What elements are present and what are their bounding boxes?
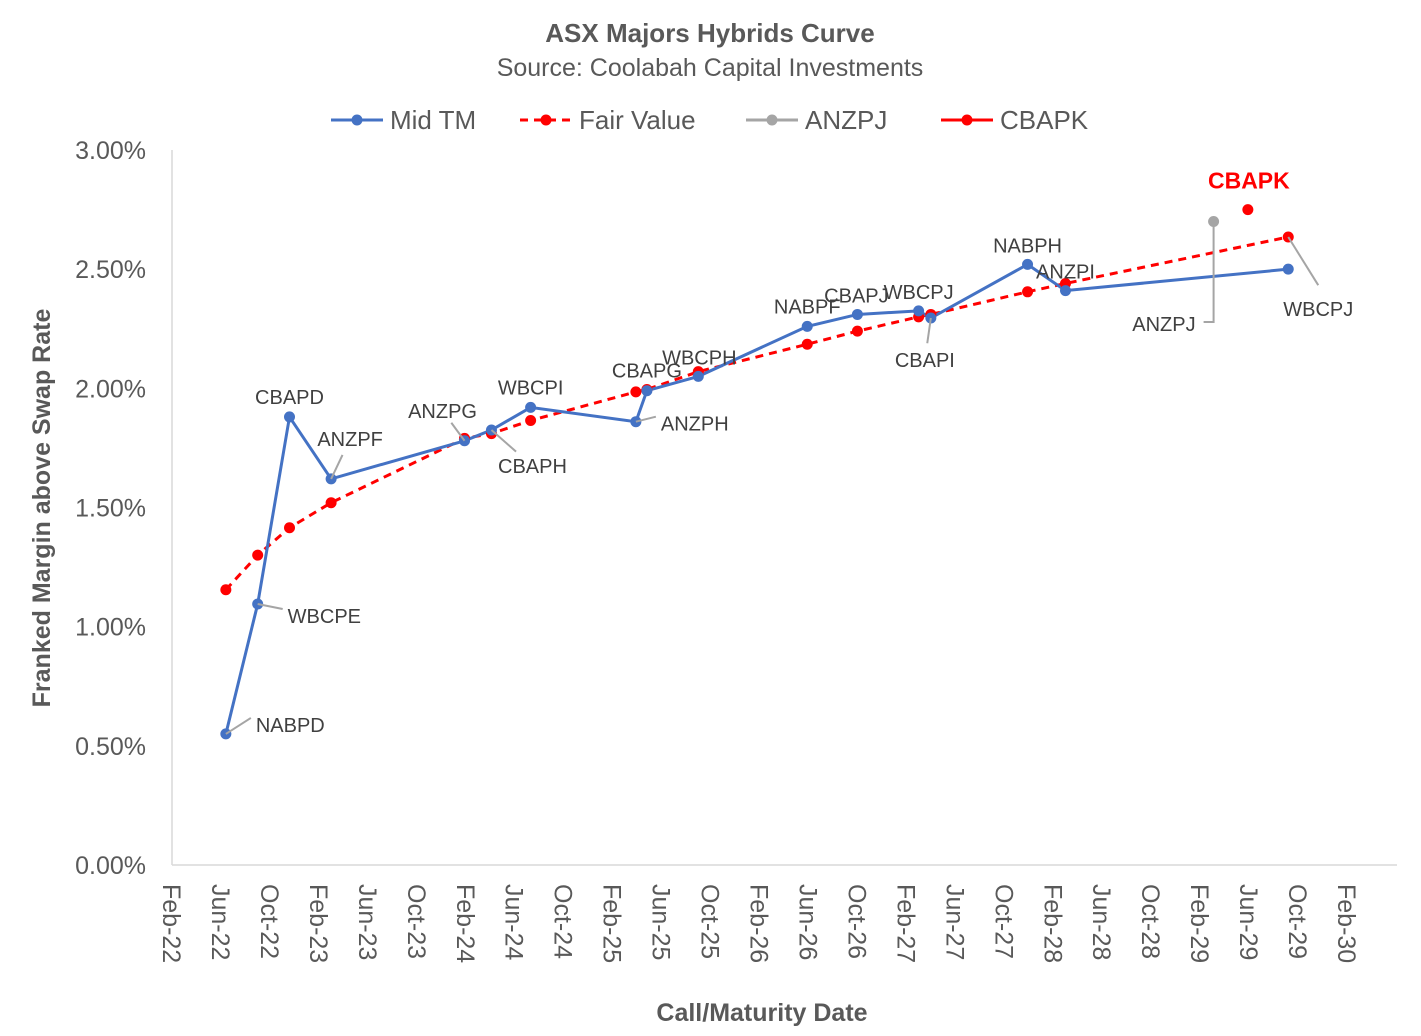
x-tick-label: Feb-29: [1185, 884, 1213, 963]
x-tick-label: Jun-22: [206, 884, 234, 960]
mid-tm-point: [284, 411, 295, 423]
legend-label: ANZPJ: [805, 105, 887, 135]
x-tick-label: Jun-26: [793, 884, 821, 960]
fair-value-point: [801, 338, 813, 350]
fair-value-point: [325, 497, 337, 509]
x-tick-label: Oct-25: [696, 884, 724, 959]
point-label: ANZPG: [408, 401, 477, 423]
x-tick-label: Jun-28: [1087, 884, 1115, 960]
y-tick-label: 2.50%: [75, 256, 146, 284]
y-axis-title: Franked Margin above Swap Rate: [28, 309, 56, 708]
x-tick-label: Jun-27: [940, 884, 968, 960]
y-tick-label: 0.50%: [75, 733, 146, 761]
legend-label: Fair Value: [579, 105, 696, 135]
x-tick-label: Feb-25: [598, 884, 626, 963]
label-leader-line: [1203, 221, 1215, 323]
x-tick-label: Feb-28: [1038, 884, 1066, 963]
x-tick-label: Oct-28: [1136, 884, 1164, 959]
fair-value-point: [284, 522, 295, 534]
mid-tm-point: [801, 320, 813, 332]
legend-swatch-marker: [766, 114, 778, 126]
x-tick-label: Feb-30: [1332, 884, 1360, 963]
fair-value-point: [851, 325, 863, 337]
x-tick-label: Jun-29: [1234, 884, 1262, 960]
fair-value-line: [224, 235, 1289, 591]
point-label: WBCPH: [662, 347, 736, 369]
x-tick-label: Jun-25: [647, 884, 675, 960]
y-tick-label: 0.00%: [75, 852, 146, 880]
mid-tm-point: [1282, 263, 1294, 275]
x-tick-label: Oct-26: [842, 884, 870, 959]
fair-value-point: [630, 386, 642, 398]
point-label: CBAPD: [255, 387, 324, 409]
x-axis-title: Call/Maturity Date: [656, 999, 867, 1027]
point-label: CBAPJ: [824, 285, 888, 307]
label-leader-line: [490, 429, 517, 453]
point-label: WBCPJ: [1283, 299, 1353, 321]
cbapk-point: [1242, 204, 1254, 216]
x-tick-label: Feb-27: [891, 884, 919, 963]
point-label: CBAPI: [895, 350, 955, 372]
y-tick-label: 1.00%: [75, 614, 146, 642]
fair-value-point: [525, 415, 537, 427]
x-tick-label: Feb-23: [304, 884, 332, 963]
mid-tm-line: [224, 262, 1289, 735]
label-leader-line: [450, 422, 466, 442]
y-tick-label: 2.00%: [75, 375, 146, 403]
x-tick-label: Oct-27: [989, 884, 1017, 959]
point-label: WBCPE: [288, 606, 361, 628]
x-tick-label: Feb-26: [745, 884, 773, 963]
point-label: NABPD: [256, 715, 325, 737]
x-tick-label: Oct-23: [402, 884, 430, 959]
label-leader-line: [635, 415, 657, 423]
x-tick-label: Oct-24: [549, 884, 577, 959]
point-label: CBAPH: [498, 456, 567, 478]
label-leader-line: [1287, 236, 1320, 286]
point-label: ANZPI: [1036, 262, 1095, 284]
point-label: WBCPI: [498, 377, 564, 399]
x-tick-label: Jun-24: [500, 884, 528, 961]
legend-swatch-marker: [540, 114, 552, 126]
y-tick-label: 1.50%: [75, 495, 146, 523]
y-tick-label: 3.00%: [75, 137, 146, 165]
point-label: ANZPJ: [1132, 314, 1195, 336]
point-label: ANZPF: [317, 429, 383, 451]
mid-tm-point: [525, 401, 537, 413]
legend-swatch-marker: [961, 114, 973, 126]
fair-value-point: [252, 549, 264, 561]
mid-tm-point: [641, 385, 653, 397]
fair-value-point: [220, 584, 232, 596]
fair-value-point: [1022, 286, 1034, 298]
mid-tm-point: [913, 305, 925, 317]
chart-subtitle: Source: Coolabah Capital Investments: [497, 54, 924, 82]
x-tick-label: Feb-24: [451, 884, 479, 963]
point-label: WBCPJ: [884, 282, 954, 304]
mid-tm-point: [851, 308, 863, 320]
anzpj-point: [1208, 216, 1220, 227]
x-tick-label: Jun-23: [353, 884, 381, 960]
point-label: ANZPH: [661, 414, 729, 436]
plot-area: NABPD WBCPE CBAPD ANZPF ANZPG CBAPH WBCPI ANZPH…: [220, 168, 1353, 740]
point-label: CBAPK: [1208, 168, 1290, 194]
legend-label: Mid TM: [390, 105, 476, 135]
point-label: NABPH: [993, 235, 1062, 257]
point-label: CBAPG: [612, 361, 682, 383]
x-tick-label: Feb-22: [157, 884, 185, 963]
axes: 0.00% 0.50% 1.00% 1.50% 2.00% 2.50% 3.00% Feb-2…: [75, 137, 1397, 963]
label-leader-line: [330, 454, 344, 480]
mid-tm-point: [1022, 258, 1034, 270]
legend-swatch-marker: [351, 114, 363, 126]
mid-tm-point: [692, 370, 704, 382]
label-leader-line: [225, 717, 252, 735]
x-tick-label: Oct-22: [255, 884, 283, 959]
x-tick-label: Oct-29: [1283, 884, 1311, 959]
mid-tm-point: [1059, 285, 1071, 297]
legend-label: CBAPK: [1000, 105, 1089, 135]
label-leader-line: [257, 603, 283, 611]
point-label: NABPF: [774, 296, 841, 318]
legend: Mid TM Fair Value ANZPJ CBAPK: [331, 105, 1089, 135]
chart-title: ASX Majors Hybrids Curve: [545, 18, 874, 48]
label-leader-line: [926, 317, 932, 344]
